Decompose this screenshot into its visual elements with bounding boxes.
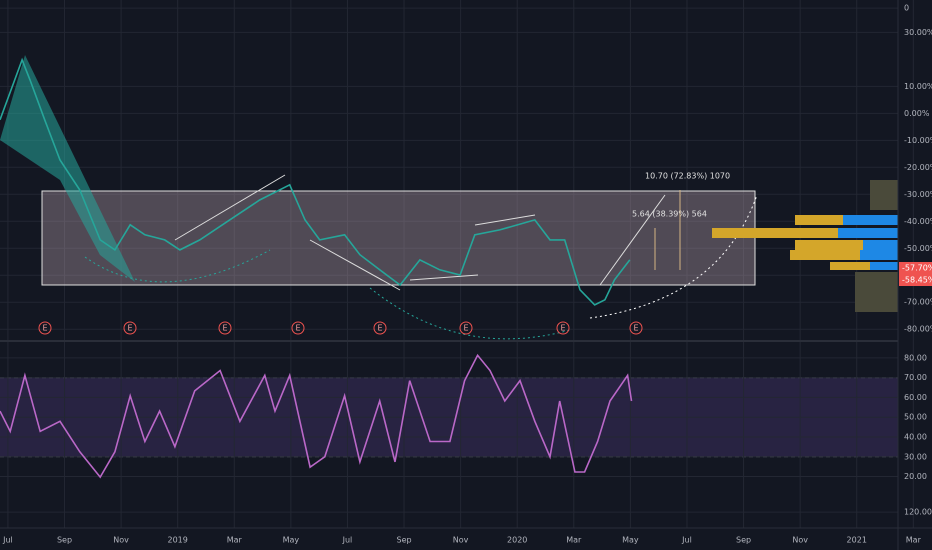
y-tick-label: 60.00 [904, 393, 927, 402]
measure-label: 5.64 (38.39%) 564 [632, 210, 707, 219]
y-tick-label: 30.00% [904, 28, 932, 37]
price-badge-label: -58.45% [902, 276, 932, 285]
x-tick-label: Nov [113, 536, 129, 545]
measure-label: 10.70 (72.83%) 1070 [645, 172, 730, 181]
earnings-marker [556, 321, 570, 335]
earnings-marker [629, 321, 643, 335]
trend-line [474, 214, 536, 226]
earnings-marker [373, 321, 387, 335]
x-tick-label: Sep [396, 536, 411, 545]
trend-line [409, 274, 479, 281]
y-tick-label: 30.00 [904, 452, 927, 461]
y-tick-label: 40.00 [904, 432, 927, 441]
rsi-line [0, 353, 633, 479]
arc-drawing [589, 194, 758, 319]
y-tick-label: -30.00% [904, 190, 932, 199]
x-tick-label: Mar [227, 536, 243, 545]
range-box [41, 190, 756, 286]
y-tick-label: 80.00 [904, 353, 927, 362]
earnings-marker [291, 321, 305, 335]
x-tick-label: Sep [57, 536, 72, 545]
price-badge [899, 262, 932, 274]
x-tick-label: Jul [2, 536, 13, 545]
y-tick-label: 20.00 [904, 472, 927, 481]
trend-line [599, 194, 666, 286]
x-tick-label: 2019 [168, 536, 188, 545]
earnings-label: E [377, 324, 382, 333]
y-tick-label: -10.00% [904, 136, 932, 145]
y-tick-label: 10.00% [904, 82, 932, 91]
x-tick-label: Mar [906, 536, 922, 545]
earnings-label: E [560, 324, 565, 333]
x-tick-label: Nov [792, 536, 808, 545]
y-tick-label: 70.00 [904, 373, 927, 382]
earnings-label: E [127, 324, 132, 333]
earnings-marker [459, 321, 473, 335]
y-tick-label: 50.00 [904, 413, 927, 422]
arc-drawing [84, 249, 271, 283]
y-tick-label: -80.00% [904, 325, 932, 334]
volume-profile [712, 180, 898, 312]
y-tick-label: 0 [904, 4, 909, 13]
x-tick-label: 2020 [507, 536, 527, 545]
x-tick-label: Jul [342, 536, 353, 545]
earnings-label: E [42, 324, 47, 333]
y-tick-label: -50.00% [904, 244, 932, 253]
earnings-label: E [295, 324, 300, 333]
y-tick-label: 0.00% [904, 109, 930, 118]
price-badge [899, 274, 932, 286]
x-tick-label: Mar [566, 536, 582, 545]
wedge-drawing [0, 55, 135, 282]
trend-line [174, 174, 286, 241]
earnings-label: E [463, 324, 468, 333]
y-tick-label: -20.00% [904, 163, 932, 172]
earnings-marker [123, 321, 137, 335]
price-line [0, 57, 631, 306]
x-tick-label: Sep [736, 536, 751, 545]
earnings-label: E [633, 324, 638, 333]
earnings-marker [218, 321, 232, 335]
price-badge-label: -57.70% [902, 264, 932, 273]
x-tick-label: 2021 [847, 536, 867, 545]
earnings-marker [38, 321, 52, 335]
pane-separator [0, 340, 898, 342]
trend-line [309, 239, 401, 291]
earnings-label: E [222, 324, 227, 333]
x-tick-label: Nov [453, 536, 469, 545]
y-tick-label: -70.00% [904, 298, 932, 307]
x-tick-label: Jul [681, 536, 692, 545]
x-tick-label: May [283, 536, 300, 545]
x-tick-label: May [622, 536, 639, 545]
y-tick-label: -40.00% [904, 217, 932, 226]
y-tick-label: 120.00 [904, 508, 932, 517]
